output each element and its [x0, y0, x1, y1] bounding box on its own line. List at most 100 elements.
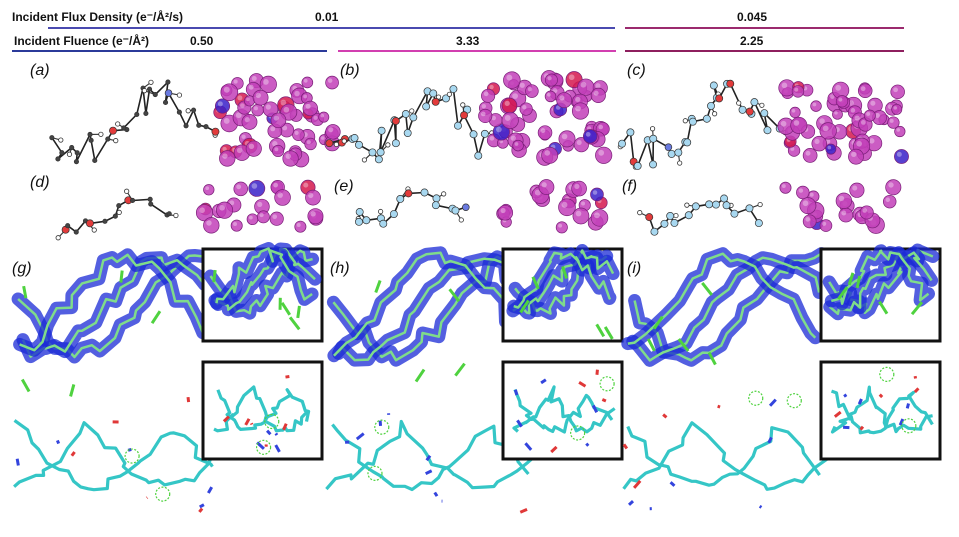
mesh-backbone: [21, 256, 215, 358]
side-chain: [119, 270, 124, 283]
atom: [325, 139, 334, 148]
molecule-bonds: [51, 79, 216, 163]
atom: [431, 201, 440, 210]
atom: [74, 150, 80, 156]
hydrogen-atom: [684, 202, 690, 208]
density-highlight: [887, 104, 893, 110]
hydrogen-atom: [409, 108, 415, 114]
density-blob: [582, 129, 598, 144]
density-highlight: [856, 140, 862, 147]
density-highlight: [805, 150, 811, 156]
atom: [65, 223, 71, 229]
panel-label-a: (a): [30, 62, 50, 79]
density-blob: [251, 103, 264, 117]
atom: [376, 148, 385, 157]
density-highlight: [598, 149, 605, 156]
density-blob: [270, 112, 287, 129]
density-highlight: [273, 115, 279, 121]
density-highlight: [522, 104, 527, 110]
molecule-a: [49, 79, 220, 165]
density-blob: [558, 130, 576, 148]
hydrogen-atom: [173, 212, 179, 219]
density-blob: [894, 149, 909, 164]
density-highlight: [504, 115, 511, 121]
density-highlight: [802, 200, 809, 207]
stick-atom: [717, 404, 721, 409]
atom: [707, 101, 715, 110]
density-blob: [802, 148, 818, 163]
density-highlight: [235, 112, 242, 119]
stick-atom: [15, 458, 20, 466]
atom: [709, 81, 718, 90]
atom: [85, 219, 94, 228]
density-blob: [256, 210, 270, 224]
atom: [431, 97, 440, 106]
hydrogen-atom: [124, 188, 130, 194]
density-highlight: [233, 79, 238, 84]
atom: [112, 213, 118, 219]
atom: [109, 126, 117, 135]
atom: [760, 109, 769, 118]
hydrogen-atom: [677, 160, 683, 166]
density-blob: [302, 100, 318, 117]
stick-atom: [433, 491, 439, 497]
stick-atom: [519, 508, 528, 514]
density-blob: [537, 125, 553, 140]
stick-atom: [913, 387, 920, 394]
atom: [162, 99, 169, 105]
difference-density: [367, 465, 383, 481]
stick-atom: [56, 439, 61, 445]
sticks-panel-g: [13, 396, 215, 513]
side-chain: [910, 301, 924, 316]
density-highlight: [274, 147, 279, 152]
density-highlight: [822, 221, 827, 226]
atom: [660, 219, 669, 228]
density-blob: [246, 213, 259, 226]
stick-atom: [250, 422, 254, 426]
density-highlight: [500, 207, 506, 214]
panel-label-e: (e): [334, 178, 354, 195]
stick-atom: [627, 500, 635, 506]
stick-atom: [662, 413, 668, 419]
molecule-d: [55, 188, 179, 241]
atom: [191, 107, 197, 113]
density-highlight: [217, 101, 223, 107]
stick-atom: [669, 481, 676, 487]
density-highlight: [248, 84, 254, 90]
hydrogen-atom: [682, 118, 688, 124]
atom: [618, 139, 626, 148]
density-blob: [214, 98, 231, 114]
density-highlight: [255, 92, 261, 99]
flux-bar-1: [48, 27, 615, 29]
difference-density: [374, 419, 390, 435]
stick-atom: [207, 486, 214, 494]
density-highlight: [547, 92, 551, 97]
stick-backbone: [216, 388, 311, 431]
side-chain: [288, 316, 301, 331]
density-highlight: [822, 125, 829, 132]
atom: [368, 148, 377, 157]
hydrogen-atom: [113, 138, 119, 144]
density-highlight: [272, 214, 278, 220]
atom: [745, 107, 754, 116]
stick-atom: [550, 445, 558, 454]
hydrogen-atom: [673, 212, 679, 219]
side-chain: [878, 300, 889, 315]
density-highlight: [237, 95, 243, 101]
density-highlight: [893, 87, 899, 93]
atom: [147, 196, 153, 202]
atom: [429, 89, 438, 98]
atom: [196, 122, 202, 128]
atom: [404, 189, 413, 198]
stick-atom: [513, 389, 519, 396]
side-chain: [847, 272, 855, 286]
side-chain: [280, 301, 292, 316]
density-highlight: [574, 183, 580, 189]
side-chain: [69, 384, 76, 397]
hydrogen-atom: [637, 210, 643, 216]
side-chain: [374, 279, 382, 293]
density-blob: [825, 143, 837, 155]
side-chain: [561, 266, 569, 279]
mesh-backbone: [215, 247, 313, 304]
atom: [454, 121, 462, 130]
